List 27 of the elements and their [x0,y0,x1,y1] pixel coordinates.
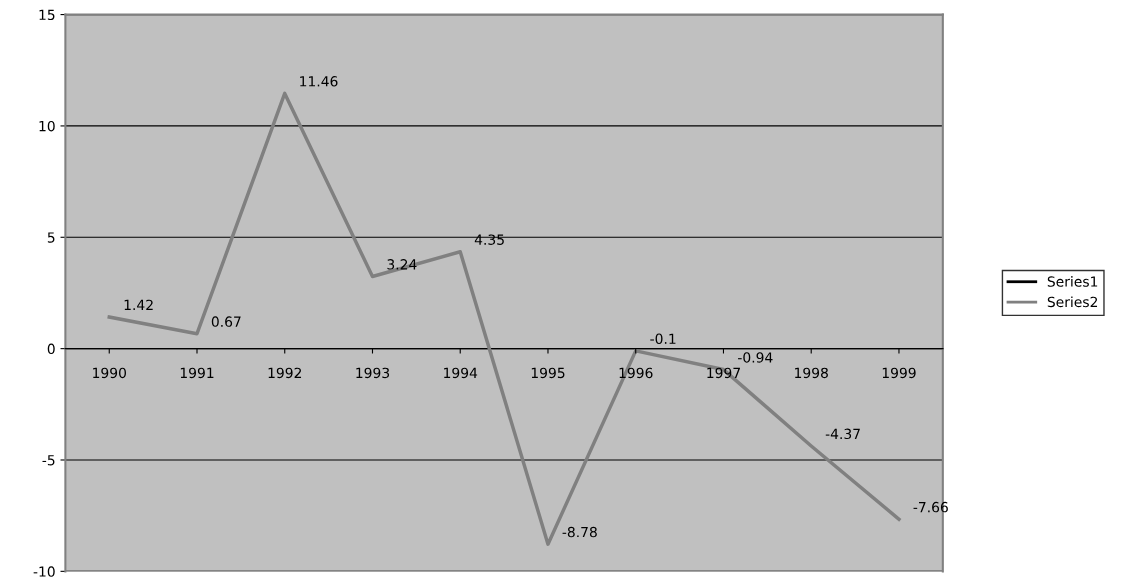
data-label: -0.94 [738,352,773,363]
y-tick-label: 10 [39,120,55,132]
x-tick-label: 1996 [619,367,653,379]
data-label: -8.78 [562,526,597,538]
data-label: 11.46 [300,76,338,87]
x-tick-label: 1997 [707,367,740,379]
y-tick-label: -10 [33,566,55,577]
data-label: 1.42 [124,299,153,310]
data-label: -4.37 [825,428,860,440]
legend-label: Series1 [1047,276,1098,287]
data-label: 3.24 [387,259,417,270]
legend-label: Series2 [1047,296,1098,308]
x-tick-label: 1998 [795,367,828,379]
x-tick-label: 1993 [356,367,390,379]
x-tick-label: 1990 [93,367,126,379]
x-tick-label: 1991 [180,367,214,379]
y-tick-label: -5 [42,455,55,466]
y-tick-label: 0 [47,343,55,355]
x-tick-label: 1995 [531,367,565,379]
y-tick-label: 5 [47,232,55,243]
x-tick-label: 1999 [882,367,916,379]
data-label: 0.67 [211,316,241,327]
data-label: -7.66 [913,501,948,513]
x-tick-label: 1994 [444,367,478,379]
x-tick-label: 1992 [268,367,302,379]
data-label: -0.1 [650,333,676,344]
y-tick-label: 15 [39,9,55,21]
